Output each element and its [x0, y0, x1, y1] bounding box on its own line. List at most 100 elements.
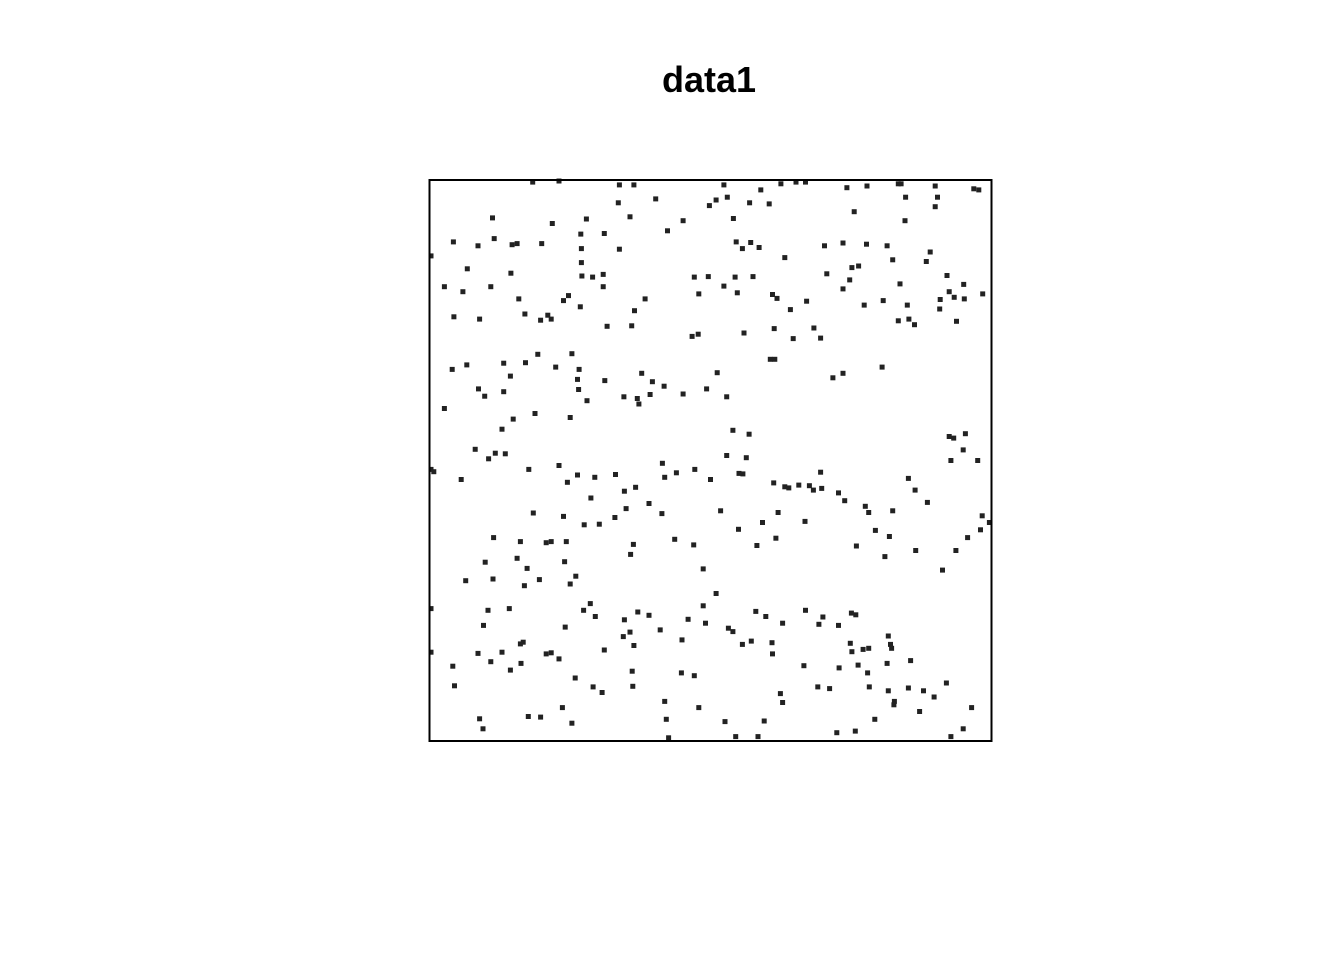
scatter-point: [628, 551, 634, 557]
scatter-point: [522, 311, 528, 317]
scatter-point: [866, 684, 872, 690]
scatter-point: [730, 427, 736, 433]
scatter-point: [476, 386, 481, 392]
scatter-point: [616, 246, 622, 252]
scatter-point: [705, 274, 711, 280]
scatter-point: [743, 455, 749, 461]
scatter-point: [569, 351, 575, 357]
scatter-point: [458, 477, 464, 482]
scatter-point: [642, 296, 648, 302]
scatter-point: [722, 719, 728, 725]
scatter-point: [898, 181, 904, 187]
scatter-point: [577, 304, 583, 310]
scatter-point: [578, 231, 584, 237]
scatter-point: [630, 541, 636, 547]
scatter-point: [756, 245, 762, 250]
scatter-point: [623, 506, 629, 512]
scatter-point: [978, 527, 983, 533]
scatter-point: [700, 603, 706, 609]
scatter-point: [575, 376, 580, 382]
scatter-point: [769, 640, 775, 646]
scatter-point: [635, 609, 641, 615]
scatter-point: [864, 183, 870, 189]
scatter-point: [852, 728, 858, 734]
scatter-point: [793, 179, 799, 185]
scatter-point: [538, 317, 544, 323]
scatter-point: [530, 179, 536, 185]
scatter-point: [492, 450, 498, 456]
scatter-point: [740, 471, 746, 477]
scatter-point: [441, 284, 447, 290]
scatter-point: [509, 242, 515, 248]
scatter-point: [844, 185, 850, 191]
scatter-point: [847, 640, 853, 646]
scatter-point: [790, 336, 796, 342]
scatter-point: [822, 243, 827, 249]
scatter-point: [564, 479, 570, 485]
scatter-point: [830, 375, 836, 381]
scatter-point: [653, 196, 659, 202]
scatter-point: [659, 460, 665, 466]
scatter-point: [882, 554, 888, 560]
scatter-point: [629, 323, 635, 329]
scatter-point: [913, 548, 919, 553]
scatter-point: [562, 559, 568, 565]
scatter-point: [621, 617, 627, 623]
scatter-point: [538, 714, 544, 720]
scatter-point: [475, 243, 481, 249]
scatter-point: [450, 663, 456, 669]
scatter-point: [680, 391, 686, 397]
scatter-point: [590, 684, 596, 690]
scatter-point: [782, 484, 788, 490]
scatter-point: [819, 485, 825, 491]
scatter-point: [721, 182, 727, 188]
scatter-point: [627, 629, 633, 635]
scatter-point: [646, 612, 652, 618]
scatter-point: [581, 522, 587, 528]
scatter-point: [592, 474, 598, 480]
scatter-point: [946, 289, 952, 295]
scatter-point: [890, 257, 896, 263]
scatter-point: [672, 536, 678, 542]
scatter-point: [937, 306, 943, 312]
scatter-point: [861, 302, 867, 308]
scatter-point: [691, 673, 697, 679]
scatter-point: [905, 685, 911, 691]
scatter-point: [428, 466, 434, 472]
scatter-point: [612, 515, 618, 520]
scatter-point: [980, 291, 986, 297]
scatter-point: [545, 312, 551, 318]
scatter-point: [818, 335, 824, 341]
scatter-point: [747, 200, 753, 206]
scatter-point: [864, 241, 869, 247]
scatter-point: [706, 203, 712, 209]
scatter-point: [490, 576, 496, 582]
scatter-point: [855, 662, 861, 668]
scatter-point: [679, 637, 685, 643]
scatter-point: [576, 387, 582, 392]
scatter-point: [692, 466, 698, 472]
scatter-point: [880, 298, 886, 304]
scatter-point: [673, 470, 679, 476]
scatter-point: [971, 186, 977, 192]
scatter-point: [666, 735, 672, 741]
scatter-point: [820, 614, 826, 620]
scatter-point: [636, 401, 642, 407]
scatter-point: [532, 411, 538, 416]
scatter-point: [601, 231, 607, 236]
scatter-point: [460, 289, 466, 295]
scatter-point: [937, 297, 943, 302]
scatter-point: [787, 307, 793, 313]
scatter-point: [736, 526, 741, 532]
scatter-point: [840, 240, 846, 246]
scatter-point: [491, 236, 497, 242]
scatter-point: [906, 316, 912, 322]
scatter-point: [657, 627, 663, 633]
scatter-point: [718, 508, 724, 514]
scatter-point: [772, 356, 778, 362]
scatter-point: [708, 477, 713, 482]
scatter-point: [526, 466, 532, 472]
scatter-point: [853, 543, 859, 549]
scatter-point: [553, 364, 559, 370]
scatter-point: [746, 431, 752, 437]
